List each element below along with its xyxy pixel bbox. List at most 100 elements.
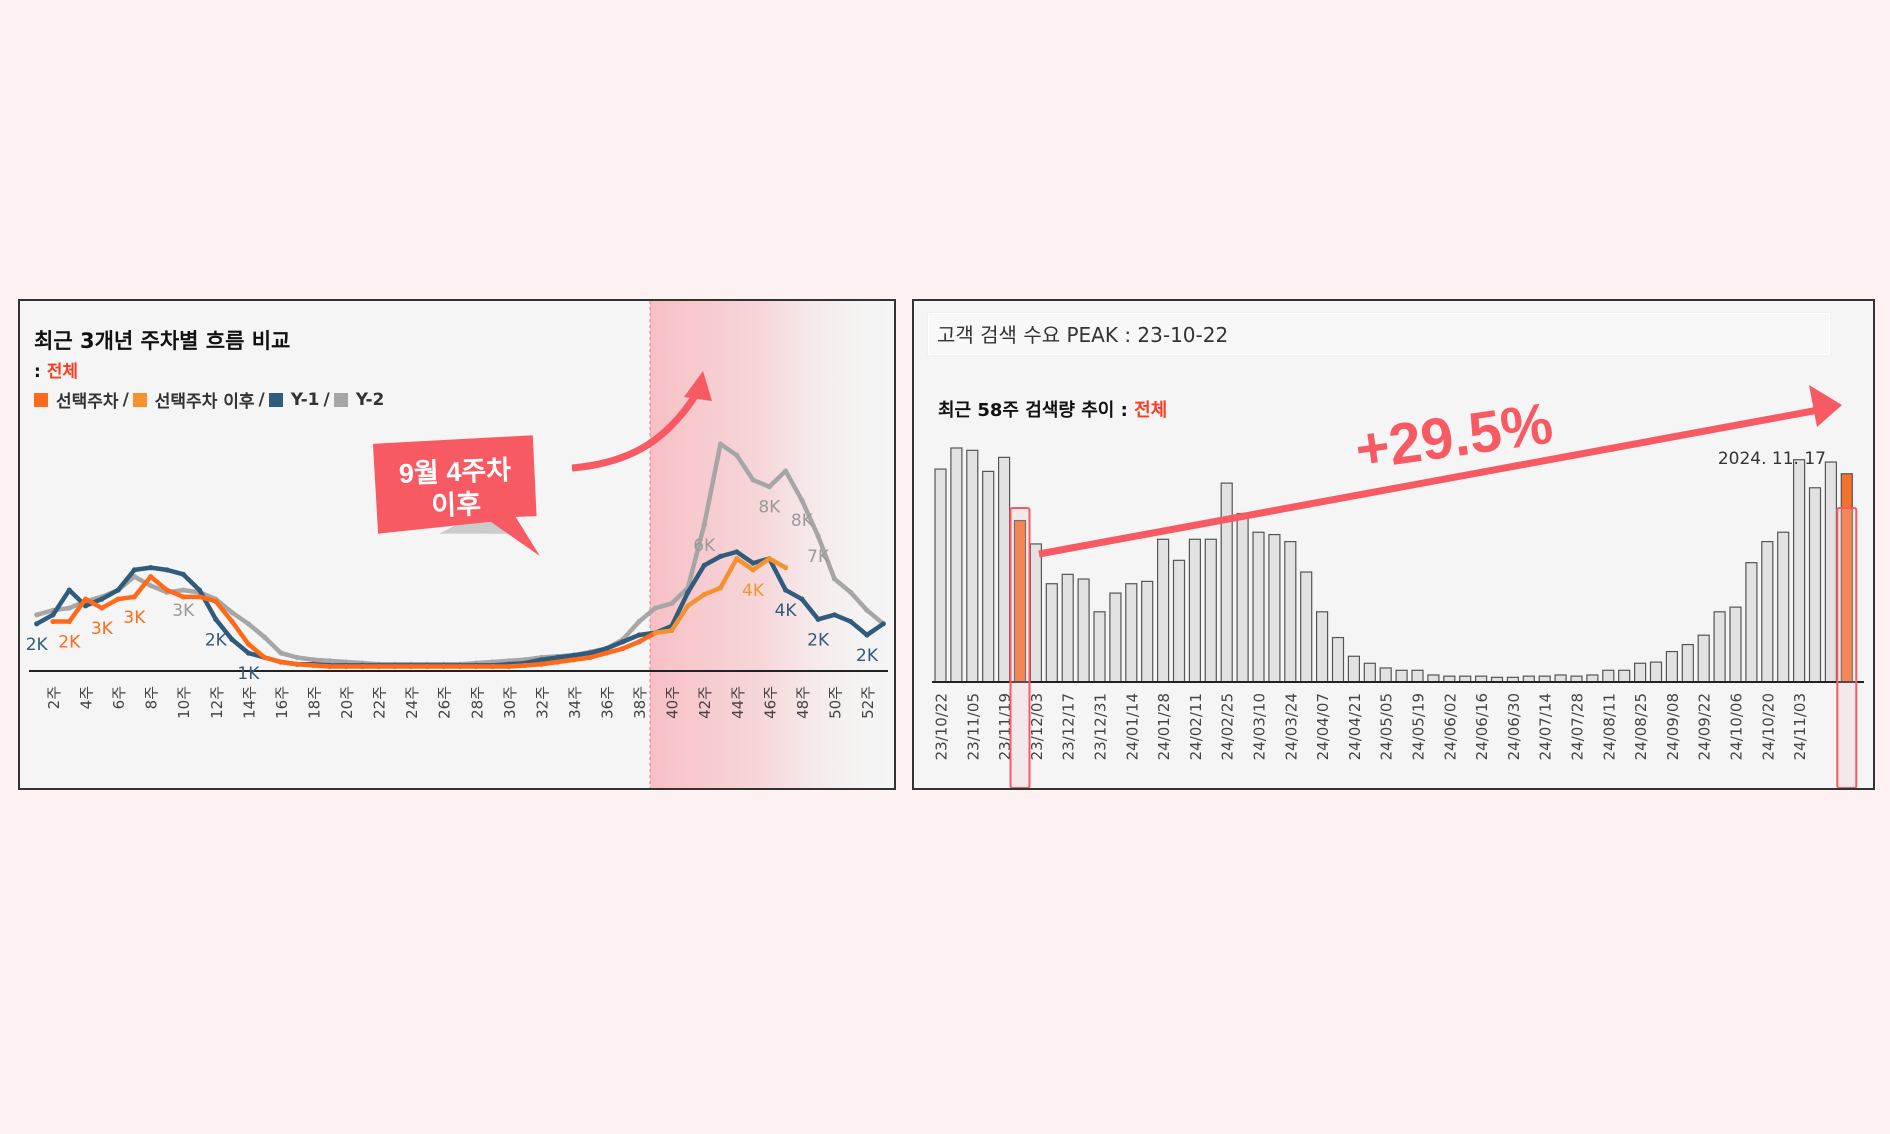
weekly-line-chart: 2주 4주 6주 8주 10주 12주 14주 16주 18주 20주 22주 24주 26주 28주 30…: [26, 301, 894, 788]
bar: [1029, 543, 1043, 683]
bar: [1093, 611, 1106, 683]
x-tick-label: 24/05/19: [1410, 693, 1428, 760]
bar: [1777, 531, 1790, 683]
bar: [1157, 538, 1170, 683]
point-after: [750, 567, 756, 573]
x-tick-label: 2주: [45, 686, 63, 709]
x-tick-label: 22주: [371, 686, 389, 719]
point-selected: [164, 587, 170, 593]
bar: [1554, 674, 1567, 683]
arrowhead-icon: [1809, 385, 1842, 427]
bar: [1808, 487, 1822, 683]
x-tick-label: 42주: [696, 686, 714, 719]
bar: [966, 449, 979, 683]
point-y2: [831, 576, 838, 582]
x-tick-label: 4주: [78, 686, 96, 709]
point-selected: [620, 645, 626, 652]
weekly-bar-chart: 23/10/22 23/11/05 23/11/19 23/12/03 23/12/17…: [932, 385, 1864, 788]
point-selected: [82, 596, 89, 602]
point-y1: [620, 639, 626, 645]
legend-sep: /: [323, 389, 330, 410]
bar: [1761, 541, 1774, 683]
point-selected: [603, 650, 610, 656]
x-tick-label: 12주: [208, 686, 226, 719]
point-y1: [831, 612, 838, 618]
legend: 선택주차 / 선택주차 이후 / Y-1 / Y-2: [34, 387, 384, 412]
data-label: 3K: [172, 601, 195, 621]
point-y2: [294, 654, 300, 661]
bar: [1697, 634, 1710, 683]
callout-line1: 9월 4주차: [398, 455, 511, 489]
point-selected: [229, 618, 235, 625]
point-y1: [848, 618, 854, 625]
x-tick-label: 30주: [501, 686, 519, 719]
data-label: 3K: [123, 608, 146, 628]
point-y2: [636, 618, 642, 625]
point-y2: [34, 612, 40, 618]
growth-rate: +29.5%: [1351, 391, 1556, 483]
bar: [934, 468, 947, 683]
data-label: 6K: [693, 536, 716, 556]
chart-subtitle: 최근 58주 검색량 추이 : 전체: [938, 396, 1167, 422]
x-tick-label: 24/09/22: [1696, 693, 1714, 760]
peak-info: 고객 검색 수요 PEAK : 23-10-22: [928, 313, 1830, 355]
point-y2: [180, 587, 186, 593]
point-y1: [180, 571, 186, 577]
point-selected: [115, 596, 121, 602]
x-tick-label: 36주: [599, 686, 617, 719]
point-after: [734, 556, 740, 562]
point-selected: [278, 659, 284, 665]
weekly-comparison-panel: 2주 4주 6주 8주 10주 12주 14주 16주 18주 20주 22주 24주 26주 28주 30…: [18, 299, 896, 790]
x-tick-label: 24/02/25: [1219, 693, 1237, 760]
x-tick-label: 24/02/11: [1187, 693, 1205, 760]
bar: [1745, 562, 1758, 683]
point-selected: [408, 663, 414, 670]
bar: [1268, 533, 1281, 683]
data-label: 8K: [791, 511, 814, 531]
x-tick-label: 20주: [338, 686, 356, 719]
growth-arrow-icon: [1038, 405, 1825, 558]
x-tick-label: 50주: [826, 686, 844, 719]
point-selected: [571, 657, 577, 663]
point-after: [717, 585, 724, 591]
x-tick-label: 23/12/31: [1092, 693, 1110, 760]
x-tick-label: 14주: [240, 686, 258, 719]
bar: [1713, 611, 1726, 683]
data-label: 4K: [775, 601, 798, 621]
bar: [1824, 461, 1838, 683]
point-selected: [538, 661, 545, 667]
point-y1: [245, 650, 251, 656]
point-y1: [99, 596, 105, 602]
legend-label-after: 선택주차 이후: [154, 392, 255, 412]
x-tick-label: 24/06/02: [1441, 693, 1459, 760]
point-y1: [734, 549, 740, 555]
bar: [1792, 459, 1806, 683]
point-y1: [66, 587, 72, 593]
bar: [1331, 636, 1345, 683]
point-y2: [262, 634, 268, 640]
search-trend-panel: 고객 검색 수요 PEAK : 23-10-22 최근 58주 검색량 추이 :…: [912, 299, 1875, 790]
subtitle-value: 전체: [1134, 400, 1168, 421]
line-selected: [53, 574, 657, 669]
point-y1: [864, 632, 870, 638]
point-selected: [294, 661, 300, 667]
bar: [1681, 643, 1694, 683]
point-y2: [848, 589, 854, 595]
bar: [1729, 606, 1742, 683]
point-after: [766, 556, 772, 562]
point-selected: [392, 663, 398, 670]
point-selected: [99, 605, 105, 611]
point-after: [685, 603, 691, 609]
data-label: 8K: [758, 498, 781, 518]
filter-label: : 전체: [34, 357, 78, 382]
point-selected: [50, 618, 56, 625]
point-y1: [880, 621, 886, 627]
callout-line2: 이후: [431, 489, 482, 521]
bar: [1665, 650, 1679, 683]
point-selected: [506, 663, 512, 670]
bar: [1220, 482, 1233, 683]
bar: [1379, 667, 1392, 683]
point-selected: [343, 663, 349, 670]
point-y2: [245, 621, 251, 627]
x-tick-label: 28주: [468, 686, 486, 719]
